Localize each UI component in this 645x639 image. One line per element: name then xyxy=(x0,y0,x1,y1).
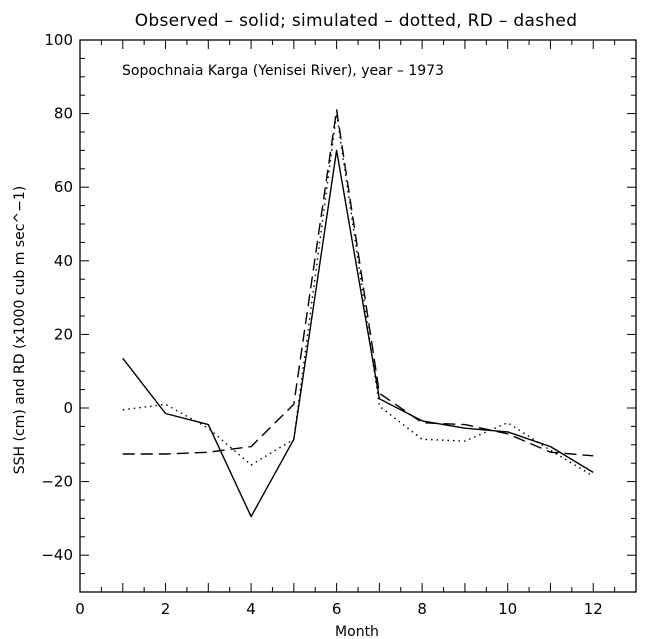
x-tick-label: 8 xyxy=(417,600,427,618)
y-tick-label: −20 xyxy=(41,473,73,491)
y-tick-label: 60 xyxy=(54,178,73,196)
y-tick-label: 40 xyxy=(54,252,73,270)
series-solid xyxy=(122,149,594,518)
x-tick-label: 6 xyxy=(332,600,342,618)
y-axis-label: SSH (cm) and RD (x1000 cub m sec^−1) xyxy=(12,186,28,474)
series-dotted xyxy=(122,112,594,477)
y-tick-label: −40 xyxy=(41,546,73,564)
x-tick-label: 0 xyxy=(75,600,85,618)
y-tick-label: 100 xyxy=(44,31,73,49)
series-layer xyxy=(122,109,594,518)
x-tick-label: 2 xyxy=(161,600,171,618)
y-tick-label: 20 xyxy=(54,325,73,343)
plot-frame xyxy=(79,39,637,593)
x-axis-label: Month xyxy=(335,624,379,639)
axes: 0 2 4 6 8 10 12 −40 −20 0 20 40 60 80 100 xyxy=(41,31,637,618)
series-dashed xyxy=(122,109,594,457)
x-tick-label: 10 xyxy=(498,600,517,618)
x-tick-label: 12 xyxy=(584,600,603,618)
chart-annotation: Sopochnaia Karga (Yenisei River), year –… xyxy=(122,63,444,79)
chart-title: Observed – solid; simulated – dotted, RD… xyxy=(135,11,578,31)
y-tick-label: 80 xyxy=(54,105,73,123)
x-tick-label: 4 xyxy=(246,600,256,618)
y-tick-label: 0 xyxy=(63,399,73,417)
